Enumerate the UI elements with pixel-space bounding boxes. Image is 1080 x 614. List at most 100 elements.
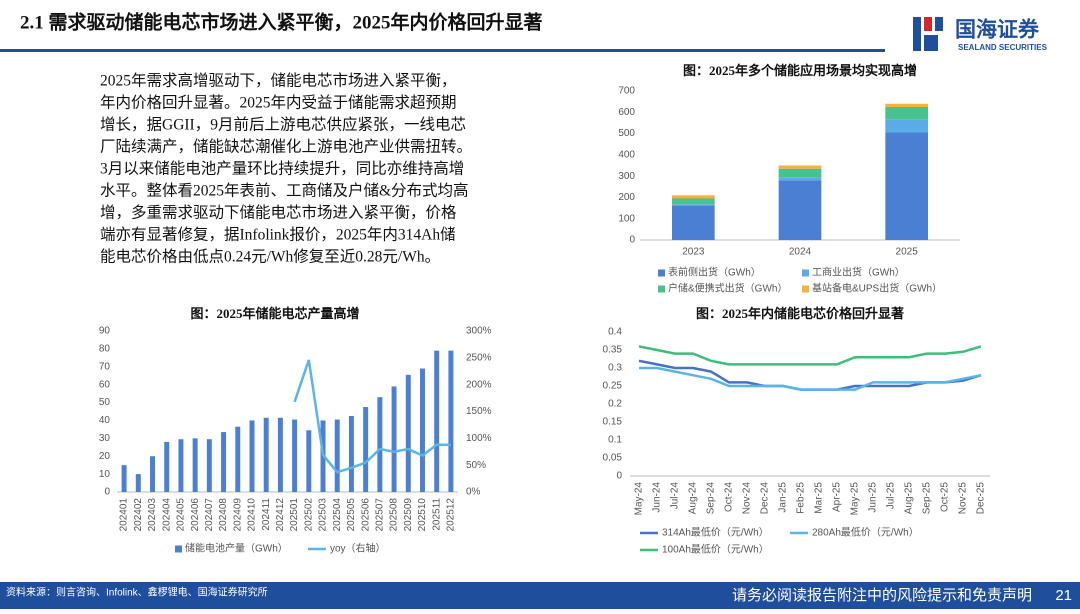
bar — [150, 456, 156, 492]
bar — [121, 465, 127, 492]
x-tick-label: 202402 — [133, 498, 144, 532]
x-tick-label: 2025 — [896, 247, 919, 258]
y2-tick-label: 200% — [466, 379, 492, 390]
x-tick-label: 202410 — [247, 498, 258, 532]
x-tick-label: 202504 — [332, 498, 343, 532]
bar — [778, 180, 822, 240]
x-tick-label: 202505 — [346, 498, 357, 532]
x-tick-label: 202407 — [204, 498, 215, 532]
x-tick-label: Sep-24 — [706, 482, 717, 515]
x-tick-label: 202511 — [431, 498, 442, 531]
y-tick-label: 100 — [618, 213, 635, 224]
legend-swatch — [802, 269, 809, 277]
chart-title: 图：2025年内储能电芯价格回升显著 — [696, 306, 904, 321]
logo-subtext: SEALAND SECURITIES — [958, 43, 1048, 52]
legend-label: 表前侧出货（GWh） — [668, 266, 761, 279]
bar — [292, 419, 298, 492]
logo-text: 国海证券 — [955, 18, 1040, 42]
y-tick-label: 200 — [618, 192, 635, 203]
y-tick-label: 0.15 — [603, 417, 623, 428]
y-tick-label: 40 — [99, 415, 111, 426]
x-tick-label: Jul-25 — [886, 482, 897, 510]
y-tick-label: 0 — [104, 487, 110, 498]
x-tick-label: Dec-25 — [976, 482, 987, 515]
x-tick-label: 202502 — [303, 498, 314, 532]
disclaimer: 请务必阅读报告附注中的风险提示和免责声明 — [732, 586, 1032, 604]
y-tick-label: 500 — [618, 128, 635, 139]
bar — [178, 439, 184, 492]
body-line: 水平。整体看2025年表前、工商储及户储&分布式均高 — [100, 182, 469, 200]
x-tick-label: Jun-25 — [868, 482, 879, 513]
y-tick-label: 0.25 — [603, 381, 623, 392]
y-tick-label: 70 — [99, 361, 111, 372]
y-tick-label: 0.3 — [608, 363, 622, 374]
source: 资料来源：则言咨询、Infolink、鑫椤锂电、国海证券研究所 — [6, 586, 268, 599]
x-tick-label: Jun-24 — [652, 482, 663, 513]
bar — [672, 204, 715, 206]
x-tick-label: 202408 — [218, 498, 229, 532]
x-tick-label: Sep-25 — [922, 482, 933, 515]
bar — [235, 426, 241, 492]
header-rule — [0, 49, 885, 52]
bar — [778, 165, 822, 169]
chart-title: 图：2025年储能电芯产量高增 — [190, 306, 359, 321]
y2-tick-label: 300% — [466, 326, 492, 337]
x-tick-label: 202406 — [190, 498, 201, 532]
bar — [164, 441, 170, 492]
y-tick-label: 700 — [618, 86, 635, 97]
x-tick-label: May-24 — [634, 482, 645, 516]
x-tick-label: 202509 — [403, 498, 414, 532]
y-tick-label: 10 — [99, 469, 111, 480]
x-tick-label: Nov-24 — [742, 482, 753, 515]
bar — [778, 177, 822, 181]
legend-swatch — [802, 285, 809, 293]
legend-swatch — [658, 269, 665, 277]
bar — [885, 119, 928, 133]
y-tick-label: 90 — [99, 326, 111, 337]
y-tick-label: 300 — [618, 171, 635, 182]
x-tick-label: Oct-24 — [724, 482, 735, 512]
line — [639, 366, 982, 391]
legend-label: yoy（右轴） — [330, 542, 386, 555]
x-tick-label: Apr-25 — [832, 482, 843, 512]
y-tick-label: 0.05 — [603, 453, 623, 464]
legend-label: 工商业出货（GWh） — [812, 266, 905, 279]
bar — [405, 374, 411, 492]
footer-bar — [0, 582, 1080, 609]
x-tick-label: May-25 — [850, 482, 861, 516]
legend-label: 户储&便携式出货（GWh） — [668, 282, 787, 295]
bar — [306, 430, 312, 492]
y2-tick-label: 50% — [466, 460, 486, 471]
body-text: 2025年需求高增驱动下，储能电芯市场进入紧平衡， 年内价格回升显著。2025年内… — [100, 72, 472, 266]
bar — [672, 195, 715, 199]
y-tick-label: 600 — [618, 107, 635, 118]
bar — [885, 132, 928, 240]
y-tick-label: 50 — [99, 397, 111, 408]
x-tick-label: Feb-25 — [796, 482, 807, 514]
y-tick-label: 60 — [99, 379, 111, 390]
bar — [263, 417, 269, 492]
legend-label: 基站备电&UPS出货（GWh） — [812, 282, 942, 295]
x-tick-label: Jan-25 — [778, 482, 789, 513]
chart-title: 图：2025年多个储能应用场景均实现高增 — [683, 63, 917, 78]
bar — [885, 106, 928, 120]
x-tick-label: Oct-25 — [940, 482, 951, 512]
x-tick-label: 202405 — [176, 498, 187, 532]
slide-title: 2.1 需求驱动储能电芯市场进入紧平衡，2025年内价格回升显著 — [20, 10, 543, 33]
y-tick-label: 0.4 — [608, 327, 622, 338]
bar — [778, 168, 822, 178]
x-tick-label: Aug-24 — [688, 482, 699, 515]
bar — [277, 417, 283, 492]
legend-swatch — [658, 285, 665, 293]
x-tick-label: 2024 — [789, 247, 812, 258]
bar — [419, 368, 425, 492]
bar — [434, 350, 440, 492]
page-number: 21 — [1055, 587, 1072, 604]
y2-tick-label: 150% — [466, 406, 492, 417]
bar — [672, 198, 715, 205]
x-tick-label: 202507 — [374, 498, 385, 532]
bar — [334, 419, 340, 492]
y-tick-label: 0 — [616, 471, 622, 482]
y-tick-label: 0 — [629, 235, 635, 246]
